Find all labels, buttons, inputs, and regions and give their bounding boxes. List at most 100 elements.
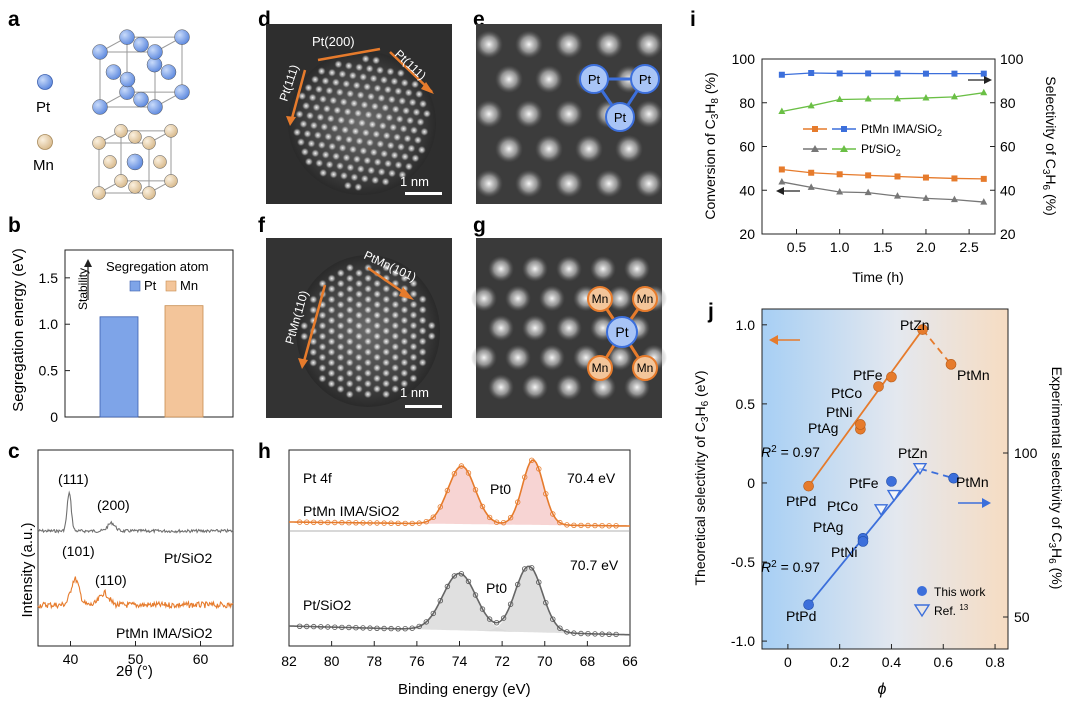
i-xtick-label: 0.5 xyxy=(787,239,807,255)
h-data-marker xyxy=(395,520,401,526)
panel-a: a Pt Mn xyxy=(8,8,190,200)
lattice-spot xyxy=(336,279,345,288)
j-point-theoretical-ptco xyxy=(873,381,884,392)
lattice-spot xyxy=(334,60,343,69)
h-data-marker xyxy=(543,491,549,497)
lattice-spot xyxy=(345,369,354,378)
i-point xyxy=(951,175,958,182)
i-ylabel-right: Selectivity of C3H6 (%) xyxy=(1040,76,1059,216)
i-legend-ptmn: PtMn IMA/SiO2 xyxy=(861,122,942,138)
lattice-spot xyxy=(409,374,418,383)
lattice-spot xyxy=(373,289,382,299)
crystal-atom xyxy=(128,130,142,144)
crystal-atom xyxy=(133,36,149,53)
lattice-spot xyxy=(515,169,543,198)
lattice-spot xyxy=(354,279,364,288)
h-data-marker xyxy=(311,623,317,630)
lattice-spot xyxy=(372,374,382,383)
i-legend-marker-pt-sel xyxy=(840,145,848,152)
c-xtick-label: 40 xyxy=(63,651,79,667)
j-legend-this-work: This work xyxy=(934,585,986,599)
lattice-spot xyxy=(410,80,420,89)
lattice-spot xyxy=(391,310,400,320)
j-point-label-ptpd: PtPd xyxy=(786,493,816,509)
h-data-marker xyxy=(515,581,521,588)
lattice-spot xyxy=(322,104,332,114)
h-top-pt0: Pt0 xyxy=(490,481,511,497)
i-point xyxy=(808,70,815,76)
h-data-marker xyxy=(353,520,359,526)
lattice-spot xyxy=(361,128,371,137)
lattice-spot xyxy=(327,274,336,283)
lattice-spot xyxy=(329,96,338,105)
i-point xyxy=(836,188,844,195)
h-data-marker xyxy=(564,629,570,635)
lattice-spot xyxy=(418,326,427,336)
lattice-spot xyxy=(391,105,400,114)
h-data-marker xyxy=(451,573,458,579)
lattice-spot xyxy=(348,145,358,154)
lattice-spot xyxy=(522,374,548,401)
panel-e: e Pt Pt Pt xyxy=(473,8,663,204)
lattice-spot xyxy=(373,300,382,309)
e-atom-pt-3 xyxy=(605,102,635,132)
lattice-spot xyxy=(296,137,306,147)
lattice-spot xyxy=(301,101,311,111)
j-point-label-ptfe: PtFe xyxy=(849,475,879,491)
i-legend-marker-pt-conv xyxy=(811,145,819,152)
lattice-spot xyxy=(404,162,414,171)
h-title: Pt 4f xyxy=(303,470,332,486)
lattice-spot xyxy=(309,295,318,304)
crystal-atom xyxy=(164,124,178,138)
lattice-spot xyxy=(555,169,583,198)
lattice-spot xyxy=(336,342,345,352)
lattice-spot xyxy=(400,316,409,325)
lattice-spot xyxy=(355,136,364,146)
lattice-spot xyxy=(418,305,427,314)
lattice-spot xyxy=(365,138,375,147)
lattice-spot xyxy=(345,284,355,294)
lattice-spot xyxy=(522,315,548,341)
lattice-spot xyxy=(535,134,563,163)
lattice-spot xyxy=(418,347,427,357)
h-data-marker xyxy=(550,616,556,622)
lattice-spot xyxy=(615,134,643,163)
h-xtick-label: 72 xyxy=(494,653,510,669)
b-legend-swatch-pt xyxy=(129,280,141,292)
lattice-spot xyxy=(505,285,531,312)
lattice-spot xyxy=(331,78,341,87)
lattice-spot xyxy=(354,289,364,299)
j-point-label-ptpd: PtPd xyxy=(786,608,816,624)
h-data-marker xyxy=(423,619,429,625)
crystal-atom xyxy=(174,29,190,45)
lattice-spot xyxy=(403,134,412,143)
lattice-spot xyxy=(372,321,382,330)
j-ytick-left-label: 1.0 xyxy=(736,317,756,333)
c-curve-pt xyxy=(37,490,234,534)
lattice-spot xyxy=(413,135,423,145)
i-point xyxy=(778,71,785,78)
d-arrowhead-right-icon xyxy=(421,82,434,94)
h-xtick-label: 70 xyxy=(537,653,553,669)
lattice-spot xyxy=(411,154,420,163)
h-data-marker xyxy=(367,520,373,526)
lattice-spot xyxy=(333,106,342,115)
j-xlabel: ϕ xyxy=(878,681,887,698)
h-data-marker xyxy=(536,466,542,472)
i-xlabel: Time (h) xyxy=(852,269,904,285)
crystal-atom xyxy=(164,174,178,188)
h-xtick-label: 66 xyxy=(622,653,638,669)
h-bottom-peak-label: 70.7 eV xyxy=(570,557,619,573)
lattice-spot xyxy=(354,384,363,394)
lattice-spot xyxy=(303,129,312,138)
lattice-spot xyxy=(345,390,354,399)
f-scale-bar xyxy=(405,405,442,408)
j-point-label-ptzn: PtZn xyxy=(900,317,930,333)
i-point xyxy=(980,198,988,205)
lattice-spot xyxy=(382,316,391,325)
h-data-marker xyxy=(437,504,443,510)
b-ytick-label: 0.5 xyxy=(39,363,59,379)
lattice-spot xyxy=(505,344,531,371)
lattice-spot xyxy=(495,65,523,94)
